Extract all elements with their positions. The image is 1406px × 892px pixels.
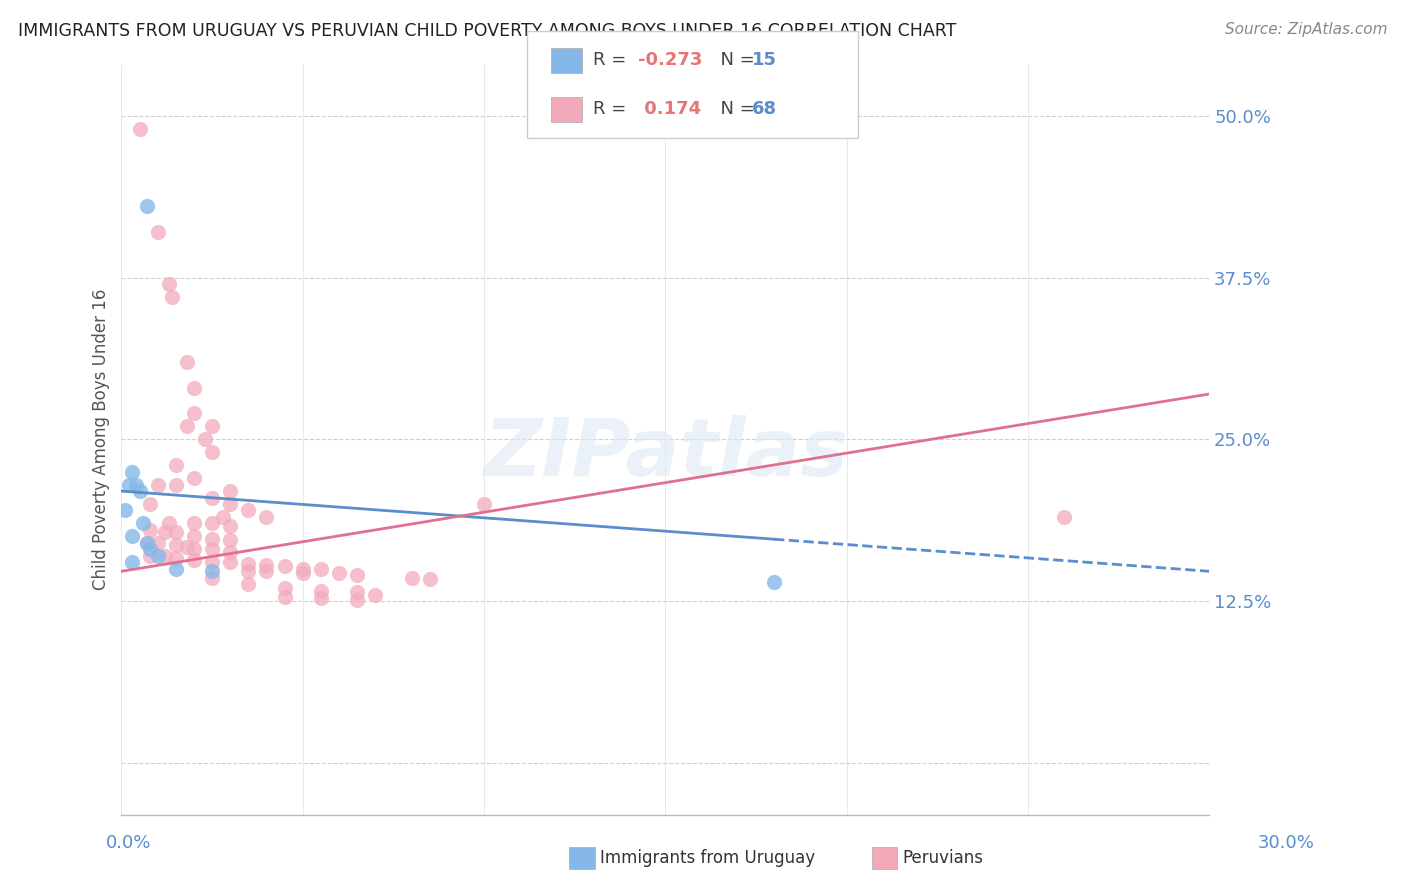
Point	[238, 577, 260, 591]
Point	[121, 465, 143, 479]
Point	[309, 583, 332, 598]
Point	[139, 497, 162, 511]
Point	[401, 571, 423, 585]
Point	[183, 380, 205, 394]
Point	[118, 477, 141, 491]
Point	[176, 540, 198, 554]
Point	[165, 458, 187, 473]
Y-axis label: Child Poverty Among Boys Under 16: Child Poverty Among Boys Under 16	[93, 289, 110, 590]
Point	[346, 568, 368, 582]
Point	[273, 581, 295, 595]
Point	[160, 290, 183, 304]
Point	[183, 471, 205, 485]
Point	[219, 484, 242, 499]
Point	[146, 477, 169, 491]
Point	[135, 199, 157, 213]
Point	[201, 419, 224, 434]
Text: N =: N =	[709, 100, 761, 119]
Point	[238, 564, 260, 578]
Point	[139, 542, 162, 557]
Point	[219, 533, 242, 548]
Point	[419, 572, 441, 586]
Point	[153, 525, 176, 540]
Point	[153, 549, 176, 563]
Point	[165, 538, 187, 552]
Point	[201, 571, 224, 585]
Point	[1053, 510, 1076, 524]
Point	[176, 354, 198, 368]
Point	[309, 562, 332, 576]
Point	[201, 555, 224, 569]
Point	[219, 545, 242, 559]
Point	[238, 557, 260, 571]
Point	[114, 503, 136, 517]
Point	[201, 491, 224, 505]
Text: 0.0%: 0.0%	[105, 834, 150, 852]
Point	[309, 591, 332, 606]
Point	[201, 445, 224, 459]
Text: Source: ZipAtlas.com: Source: ZipAtlas.com	[1225, 22, 1388, 37]
Text: Immigrants from Uruguay: Immigrants from Uruguay	[600, 849, 815, 867]
Point	[346, 585, 368, 599]
Text: Peruvians: Peruvians	[903, 849, 984, 867]
Text: N =: N =	[709, 51, 761, 70]
Point	[165, 525, 187, 540]
Point	[201, 564, 224, 578]
Point	[157, 277, 180, 291]
Point	[291, 562, 314, 576]
Point	[219, 555, 242, 569]
Point	[146, 549, 169, 563]
Point	[256, 564, 278, 578]
Point	[183, 552, 205, 566]
Text: 15: 15	[752, 51, 778, 70]
Point	[212, 510, 235, 524]
Point	[183, 529, 205, 543]
Point	[256, 558, 278, 572]
Text: 0.174: 0.174	[638, 100, 702, 119]
Point	[132, 516, 155, 531]
Text: R =: R =	[593, 51, 633, 70]
Point	[121, 529, 143, 543]
Point	[328, 566, 350, 580]
Point	[157, 516, 180, 531]
Point	[273, 590, 295, 604]
Point	[139, 549, 162, 563]
Point	[165, 477, 187, 491]
Point	[183, 516, 205, 531]
Point	[472, 497, 495, 511]
Point	[165, 562, 187, 576]
Point	[346, 592, 368, 607]
Point	[201, 516, 224, 531]
Text: IMMIGRANTS FROM URUGUAY VS PERUVIAN CHILD POVERTY AMONG BOYS UNDER 16 CORRELATIO: IMMIGRANTS FROM URUGUAY VS PERUVIAN CHIL…	[18, 22, 956, 40]
Point	[273, 559, 295, 574]
Point	[128, 121, 150, 136]
Point	[139, 523, 162, 537]
Point	[146, 225, 169, 239]
Point	[125, 477, 148, 491]
Point	[201, 532, 224, 546]
Point	[165, 551, 187, 566]
Point	[135, 536, 157, 550]
Point	[201, 542, 224, 557]
Point	[135, 536, 157, 550]
Text: R =: R =	[593, 100, 633, 119]
Point	[238, 503, 260, 517]
Text: -0.273: -0.273	[638, 51, 703, 70]
Point	[183, 406, 205, 420]
Point	[291, 566, 314, 580]
Text: ZIPatlas: ZIPatlas	[482, 416, 848, 493]
Point	[194, 433, 217, 447]
Point	[146, 536, 169, 550]
Point	[176, 419, 198, 434]
Point	[763, 574, 786, 589]
Point	[183, 542, 205, 557]
Point	[121, 555, 143, 569]
Text: 30.0%: 30.0%	[1258, 834, 1315, 852]
Point	[219, 497, 242, 511]
Point	[128, 484, 150, 499]
Point	[219, 519, 242, 533]
Point	[364, 588, 387, 602]
Text: 68: 68	[752, 100, 778, 119]
Point	[256, 510, 278, 524]
